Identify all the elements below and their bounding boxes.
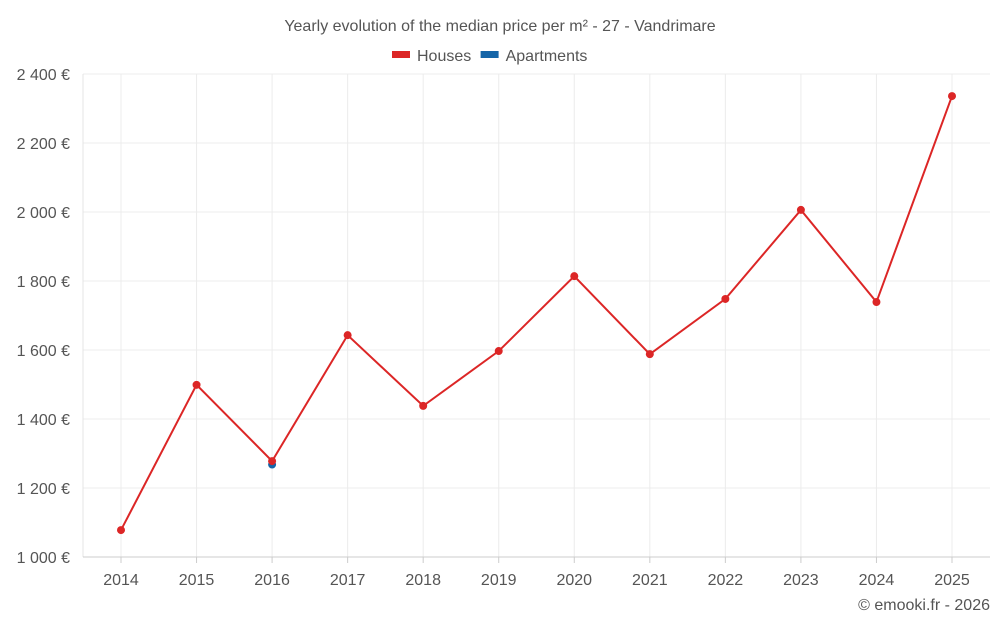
data-point-houses (721, 294, 730, 303)
legend-label: Houses (417, 48, 471, 65)
credit: © emooki.fr - 2026 (858, 597, 990, 614)
legend-label: Apartments (506, 48, 588, 65)
y-tick-label: 1 800 € (17, 274, 70, 291)
data-point-houses (117, 526, 125, 535)
x-tick-label: 2022 (708, 572, 744, 589)
axes: 1 000 € 1 200 € 1 400 € 1 600 € 1 800 € 2 000… (17, 67, 990, 589)
data-point-houses (419, 401, 428, 410)
legend-swatch (392, 51, 410, 58)
data-point-houses (494, 347, 503, 356)
chart-title: Yearly evolution of the median price per… (284, 18, 715, 35)
legend-swatch (480, 51, 499, 58)
y-tick-label: 2 400 € (17, 67, 70, 84)
y-tick-label: 1 400 € (17, 412, 70, 429)
x-tick-label: 2014 (103, 572, 139, 589)
x-tick-label: 2025 (934, 572, 970, 589)
y-tick-label: 2 000 € (17, 205, 70, 222)
y-tick-label: 1 200 € (17, 481, 70, 498)
x-tick-label: 2021 (632, 572, 668, 589)
x-tick-label: 2023 (783, 572, 819, 589)
data-point-houses (796, 205, 805, 214)
series (117, 92, 956, 535)
x-tick-label: 2019 (481, 572, 517, 589)
y-tick-label: 1 000 € (17, 550, 70, 567)
legend: Houses Apartments (392, 48, 587, 65)
data-point-houses (948, 92, 956, 101)
data-point-houses (645, 350, 654, 359)
x-tick-label: 2024 (859, 572, 895, 589)
data-point-houses (872, 298, 881, 307)
data-point-houses (570, 272, 579, 281)
grid (83, 73, 990, 557)
y-tick-label: 1 600 € (17, 343, 70, 360)
x-tick-label: 2017 (330, 572, 366, 589)
x-tick-label: 2018 (405, 572, 441, 589)
y-tick-label: 2 200 € (17, 136, 70, 153)
x-tick-label: 2015 (179, 572, 215, 589)
x-tick-label: 2016 (254, 572, 290, 589)
series-line-houses (120, 95, 953, 531)
data-point-houses (268, 457, 277, 466)
x-tick-label: 2020 (556, 572, 592, 589)
data-point-houses (343, 331, 352, 340)
data-point-houses (192, 380, 201, 389)
